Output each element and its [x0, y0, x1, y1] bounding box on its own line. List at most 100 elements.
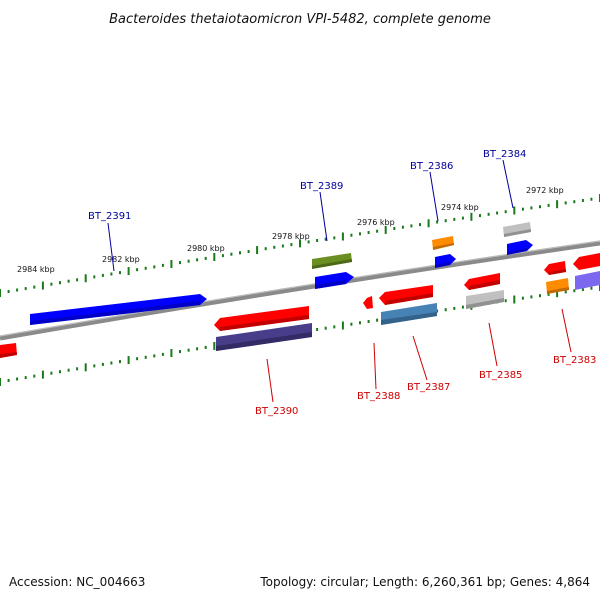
gene-bt2385-red[interactable] — [464, 273, 500, 290]
outer-tick-track — [0, 194, 600, 297]
minor-tick — [187, 259, 190, 263]
gene-label-bt2385[interactable]: BT_2385 — [479, 370, 522, 381]
minor-tick — [539, 205, 541, 209]
minor-tick — [67, 368, 70, 372]
minor-tick — [179, 350, 181, 354]
minor-tick — [581, 288, 584, 291]
gene-bt2390-red[interactable] — [214, 306, 309, 331]
leader-bt2386 — [429, 171, 439, 222]
gene-bt2389-olive[interactable] — [312, 253, 352, 269]
gene-bt2387-red[interactable] — [379, 285, 433, 305]
minor-tick — [50, 371, 53, 375]
minor-tick — [316, 328, 319, 331]
major-tick — [256, 246, 259, 255]
gene-right-edge-red[interactable] — [573, 253, 600, 270]
minor-tick — [410, 224, 413, 228]
gene-label-bt2387[interactable]: BT_2387 — [407, 382, 450, 393]
minor-tick — [573, 289, 576, 293]
major-tick — [513, 295, 516, 304]
leader-bt2384 — [502, 159, 514, 209]
minor-tick — [16, 377, 19, 381]
minor-tick — [461, 305, 464, 309]
gene-bt2385-grey[interactable] — [466, 290, 504, 309]
major-tick — [341, 321, 344, 330]
major-tick — [556, 200, 559, 209]
leader-bt2391 — [107, 222, 115, 272]
minor-tick — [333, 325, 336, 329]
minor-tick — [221, 254, 224, 258]
minor-tick — [376, 318, 379, 322]
gene-bt2387-steelblue[interactable] — [381, 303, 437, 325]
major-tick — [41, 281, 44, 290]
gene-bt2383-orange[interactable] — [546, 278, 569, 294]
kbp-label-2976: 2976 kbp — [357, 218, 395, 227]
minor-tick — [333, 236, 336, 240]
gene-label-bt2389[interactable]: BT_2389 — [300, 181, 343, 192]
gene-bt2384-grey[interactable] — [503, 222, 531, 237]
minor-tick — [144, 355, 147, 359]
gene-bt2386-blue[interactable] — [435, 254, 456, 268]
gene-label-bt2390[interactable]: BT_2390 — [255, 406, 298, 417]
minor-tick — [504, 210, 507, 214]
gene-bt2391[interactable] — [30, 294, 207, 325]
minor-tick — [7, 290, 10, 293]
minor-tick — [24, 376, 27, 380]
minor-tick — [144, 266, 147, 270]
major-tick — [341, 232, 344, 241]
minor-tick — [93, 364, 96, 368]
minor-tick — [530, 206, 533, 210]
major-tick — [170, 260, 173, 268]
gene-bt2383-red[interactable] — [544, 261, 566, 275]
gene-right-edge-slate[interactable] — [575, 271, 600, 290]
gene-bt2388-red[interactable] — [363, 296, 373, 309]
minor-tick — [547, 203, 550, 207]
minor-tick — [264, 247, 267, 251]
kbp-label-2984: 2984 kbp — [17, 265, 55, 274]
major-tick — [513, 206, 516, 215]
minor-tick — [179, 261, 181, 265]
gene-label-bt2388[interactable]: BT_2388 — [357, 391, 400, 402]
minor-tick — [573, 200, 576, 204]
gene-bt2389-blue[interactable] — [315, 272, 354, 289]
minor-tick — [590, 197, 593, 201]
minor-tick — [153, 265, 156, 269]
gene-label-bt2386[interactable]: BT_2386 — [410, 161, 453, 172]
minor-tick — [419, 223, 421, 227]
kbp-label-2978: 2978 kbp — [272, 232, 310, 241]
minor-tick — [564, 290, 567, 294]
minor-tick — [324, 326, 327, 330]
major-tick — [127, 267, 130, 276]
minor-tick — [444, 219, 447, 223]
gene-label-bt2384[interactable]: BT_2384 — [483, 149, 526, 160]
minor-tick — [496, 211, 499, 215]
gene-bt2386-orange[interactable] — [432, 236, 454, 250]
minor-tick — [281, 244, 284, 248]
minor-tick — [196, 347, 199, 351]
major-tick — [556, 289, 559, 298]
minor-tick — [539, 294, 541, 298]
minor-tick — [59, 281, 61, 285]
major-tick — [470, 212, 473, 221]
gene-left-edge-red[interactable] — [0, 343, 17, 358]
minor-tick — [367, 231, 370, 234]
gene-bt2384-blue[interactable] — [507, 240, 533, 255]
minor-tick — [59, 370, 61, 374]
minor-tick — [504, 299, 507, 303]
minor-tick — [101, 273, 104, 277]
minor-tick — [367, 320, 370, 323]
accession-text: Accession: NC_004663 — [9, 575, 145, 589]
minor-tick — [119, 360, 121, 364]
minor-tick — [136, 268, 139, 272]
minor-tick — [204, 345, 207, 349]
gene-label-bt2383[interactable]: BT_2383 — [553, 355, 596, 366]
minor-tick — [376, 229, 379, 233]
leader-bt2387 — [412, 335, 428, 381]
minor-tick — [161, 352, 164, 356]
minor-tick — [204, 256, 207, 260]
major-tick — [213, 342, 216, 350]
kbp-label-2980: 2980 kbp — [187, 244, 225, 253]
major-tick — [213, 253, 216, 261]
minor-tick — [436, 309, 439, 313]
gene-bt2390-slate[interactable] — [216, 323, 312, 351]
gene-label-bt2391[interactable]: BT_2391 — [88, 211, 131, 222]
